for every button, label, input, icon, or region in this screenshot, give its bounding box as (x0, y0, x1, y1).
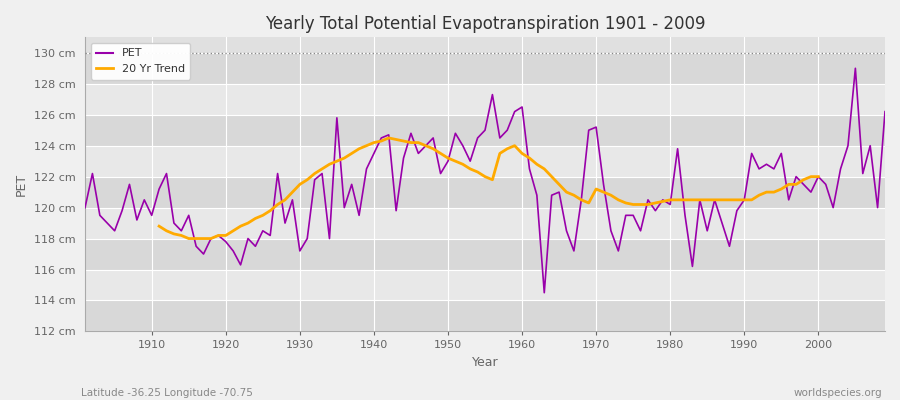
Text: Latitude -36.25 Longitude -70.75: Latitude -36.25 Longitude -70.75 (81, 388, 253, 398)
Bar (85, 177, 885, 208)
Bar (85, 270, 885, 300)
X-axis label: Year: Year (472, 356, 499, 369)
Y-axis label: PET: PET (15, 173, 28, 196)
Title: Yearly Total Potential Evapotranspiration 1901 - 2009: Yearly Total Potential Evapotranspiratio… (265, 15, 706, 33)
Bar (85, 53, 885, 84)
Bar (85, 84, 885, 115)
Bar (85, 146, 885, 177)
Text: worldspecies.org: worldspecies.org (794, 388, 882, 398)
Bar (85, 300, 885, 332)
Bar (85, 115, 885, 146)
Bar (85, 238, 885, 270)
Legend: PET, 20 Yr Trend: PET, 20 Yr Trend (91, 43, 191, 80)
Bar (85, 208, 885, 238)
